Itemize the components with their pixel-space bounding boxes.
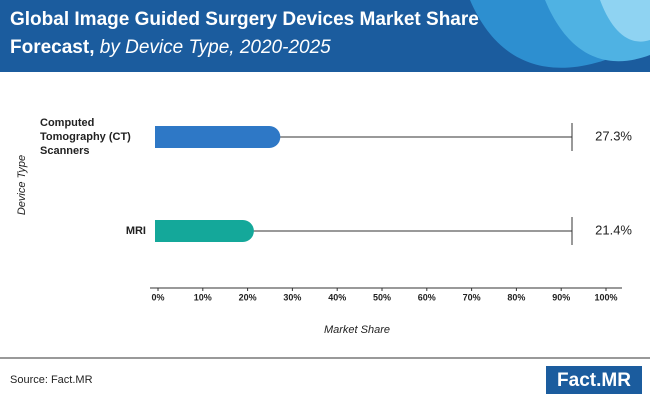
chart-title-line: Forecast, [10, 37, 94, 58]
value-label: 27.3% [595, 128, 632, 143]
x-tick-label: 30% [283, 292, 301, 302]
x-tick-label: 70% [463, 292, 481, 302]
logo-box [546, 366, 642, 394]
x-tick-label: 80% [507, 292, 525, 302]
x-tick-label: 90% [552, 292, 570, 302]
category: MRI [125, 225, 146, 237]
x-tick-label: 100% [594, 292, 617, 302]
y-tick-label: MRI [40, 206, 146, 256]
y-tick-label: Computed Tomography (CT) Scanners [40, 112, 146, 162]
bar [155, 220, 254, 242]
header-wave [600, 0, 650, 42]
bar [155, 126, 281, 148]
chart-title: Global Image Guided Surgery Devices Mark… [10, 9, 479, 30]
x-tick-label: 20% [239, 292, 257, 302]
x-tick-label: 60% [418, 292, 436, 302]
logo: Fact.MR [557, 370, 631, 391]
x-tick-label: 40% [328, 292, 346, 302]
chart-subtitle: by Device Type, 2020-2025 [100, 37, 331, 58]
chart-title: Forecast, by Device Type, 2020-2025 [10, 37, 331, 58]
category: Computed Tomography (CT) Scanners [40, 117, 131, 157]
value-label: 21.4% [595, 222, 632, 237]
x-tick-label: 10% [194, 292, 212, 302]
x-tick-label: 0% [151, 292, 164, 302]
y-axis-label: Device Type [16, 155, 28, 215]
x-tick-label: 50% [373, 292, 391, 302]
x-axis-label: Market Share [324, 324, 390, 336]
source: Source: Fact.MR [10, 374, 93, 386]
